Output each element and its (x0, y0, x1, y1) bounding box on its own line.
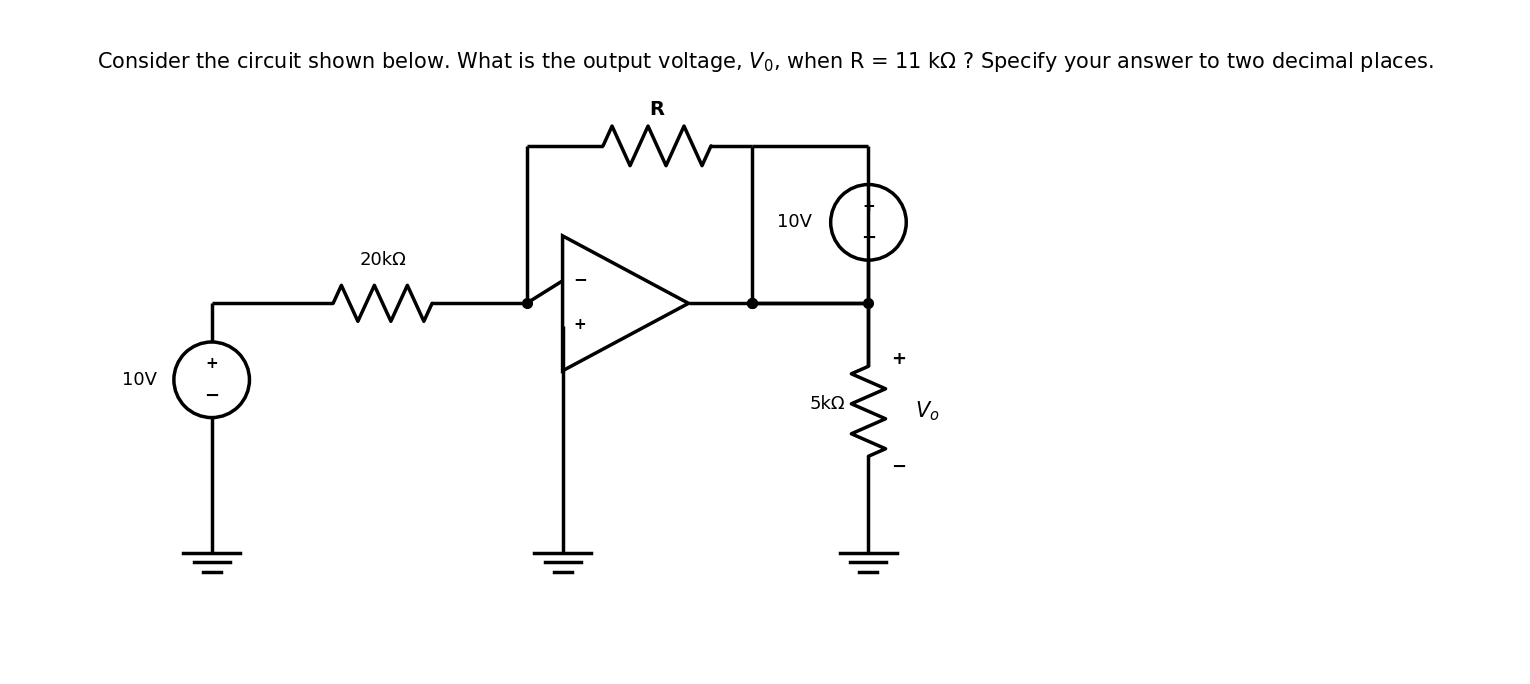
Text: $V_o$: $V_o$ (915, 399, 939, 423)
Text: +: + (890, 350, 906, 368)
Text: −: − (203, 386, 219, 405)
Text: +: + (205, 356, 219, 371)
Text: 10V: 10V (122, 371, 158, 389)
Text: Consider the circuit shown below. What is the output voltage, $V_0$, when R = 11: Consider the circuit shown below. What i… (96, 50, 1434, 74)
Text: 20kΩ: 20kΩ (360, 251, 405, 269)
Text: +: + (861, 199, 875, 214)
Text: R: R (650, 100, 664, 119)
Text: +: + (574, 317, 586, 332)
Text: −: − (861, 229, 877, 247)
Text: −: − (890, 458, 906, 476)
Text: −: − (574, 270, 588, 288)
Text: 10V: 10V (777, 213, 812, 231)
Text: 5kΩ: 5kΩ (809, 395, 846, 413)
